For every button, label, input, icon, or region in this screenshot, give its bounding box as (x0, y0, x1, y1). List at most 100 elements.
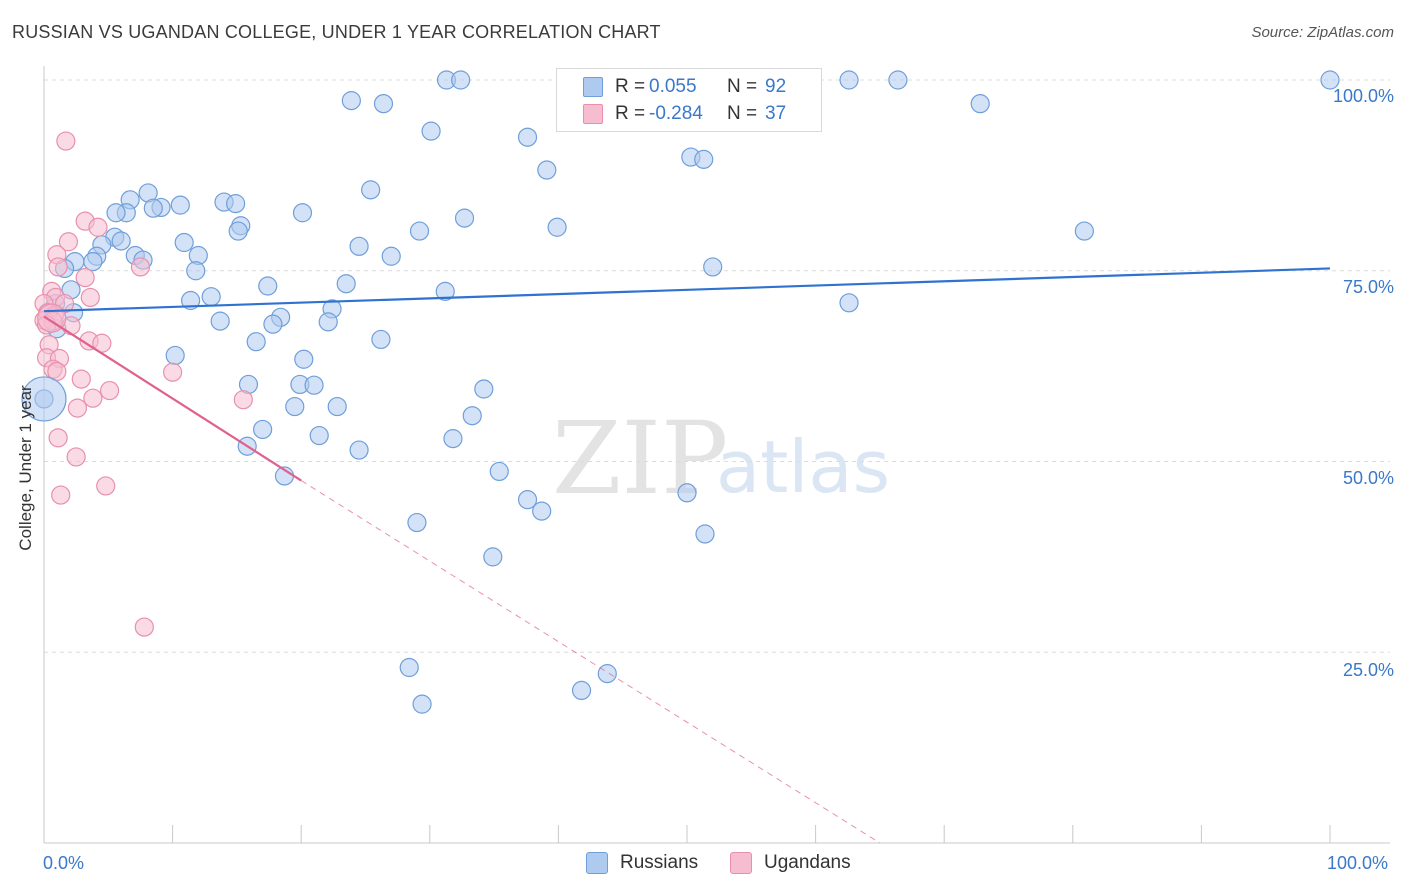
ugandans-point (80, 287, 100, 308)
russians-point (462, 406, 482, 426)
russians-point (246, 332, 266, 352)
ugandans-point (130, 257, 151, 277)
n-value: 37 (765, 103, 787, 124)
russians-point (349, 236, 369, 256)
n-label: N = (727, 103, 758, 124)
russians-point (839, 70, 859, 90)
ugandans-point (56, 131, 76, 151)
watermark-zip: ZIP (552, 400, 729, 517)
russians-point (263, 314, 283, 334)
russians-point (532, 501, 552, 521)
russians-point (409, 221, 430, 241)
russians-point (186, 261, 206, 281)
russians-point (407, 512, 427, 533)
russians-point (381, 246, 401, 266)
y-tick-label-50: 50.0% (1342, 468, 1394, 488)
ugandans-swatch (730, 852, 752, 874)
ugandans-point (88, 217, 108, 237)
russians-point (226, 194, 246, 214)
ugandans-swatch (583, 104, 603, 124)
russians-point (201, 287, 221, 307)
russians-point (285, 396, 305, 417)
y-tick-label-25: 25.0% (1342, 660, 1394, 680)
x-tick-label-max: 100.0% (1327, 853, 1389, 873)
russians-point (517, 127, 538, 147)
russians-point (373, 94, 394, 114)
russians-point (111, 231, 131, 251)
russians-point (83, 251, 103, 272)
russians-point (294, 349, 314, 369)
russians-trend-line (43, 267, 1331, 313)
russians-point (695, 524, 715, 544)
russians-swatch (586, 852, 608, 874)
russians-point (304, 375, 324, 395)
russians-point (1320, 70, 1340, 90)
ugandans-point (48, 257, 68, 277)
russians-point (1074, 221, 1094, 241)
russians-point (597, 664, 617, 684)
russians-point (489, 461, 509, 482)
russians-point (571, 680, 592, 701)
russians-point (106, 203, 126, 223)
chart-title: RUSSIAN VS UGANDAN COLLEGE, UNDER 1 YEAR… (12, 22, 661, 42)
russians-point (258, 276, 278, 296)
ugandans-point (96, 476, 116, 496)
y-tick-label-100: 100.0% (1332, 86, 1394, 106)
russians-point (970, 94, 990, 114)
y-axis-label: College, Under 1 year (16, 385, 35, 551)
legend-label-ugandans: Ugandans (764, 852, 851, 873)
ugandans-point (83, 388, 103, 408)
source-credit: Source: ZipAtlas.com (1251, 24, 1394, 41)
russians-point (537, 160, 557, 180)
legend-row-ugandans: R = -0.284 N = 37 (583, 101, 786, 127)
ugandans-trend-line (43, 315, 302, 482)
russians-point (228, 221, 248, 241)
ugandans-point (58, 232, 79, 252)
russians-point (361, 180, 381, 200)
russians-point (341, 91, 361, 111)
n-label: N = (727, 76, 758, 97)
r-label: R = (615, 76, 646, 97)
legend-row-russians: R = 0.055 N = 92 (583, 74, 786, 100)
ugandans-point (66, 447, 86, 467)
russians-point (412, 694, 432, 714)
russians-point (839, 293, 859, 313)
russians-point (421, 121, 441, 141)
russians-point (677, 483, 697, 503)
r-value: 0.055 (649, 76, 697, 97)
n-value: 92 (765, 76, 787, 97)
russians-point (399, 657, 419, 678)
russians-point (547, 217, 567, 237)
russians-point (349, 440, 369, 460)
russians-point (336, 274, 356, 294)
russians-point (371, 329, 391, 350)
russians-point (174, 232, 194, 253)
correlation-legend: R = 0.055 N = 92 R = -0.284 N = 37 (556, 68, 822, 132)
ugandans-point (163, 362, 183, 382)
russians-point (165, 345, 185, 366)
ugandans-point (233, 390, 253, 410)
ugandans-point (48, 428, 68, 448)
ugandans-trend-extension (300, 480, 881, 844)
ugandans-point (51, 485, 71, 505)
russians-point (143, 198, 163, 218)
r-label: R = (615, 103, 646, 124)
russians-point (474, 379, 494, 399)
russians-point (703, 257, 723, 277)
russians-point-cluster (21, 376, 67, 422)
x-tick-label-min: 0.0% (43, 853, 85, 873)
russians-point (210, 311, 230, 331)
russians-point (443, 429, 463, 449)
r-value: -0.284 (649, 103, 703, 124)
ugandans-point (75, 268, 95, 288)
russians-point (318, 312, 338, 332)
russians-point (170, 195, 190, 215)
ugandans-point (67, 398, 88, 418)
watermark-atlas: atlas (716, 425, 890, 509)
y-tick-label-75: 75.0% (1342, 277, 1394, 297)
russians-point (292, 203, 313, 223)
legend-item-russians[interactable]: Russians (586, 852, 698, 874)
russians-point (435, 281, 455, 301)
legend-item-ugandans[interactable]: Ugandans (730, 852, 851, 874)
